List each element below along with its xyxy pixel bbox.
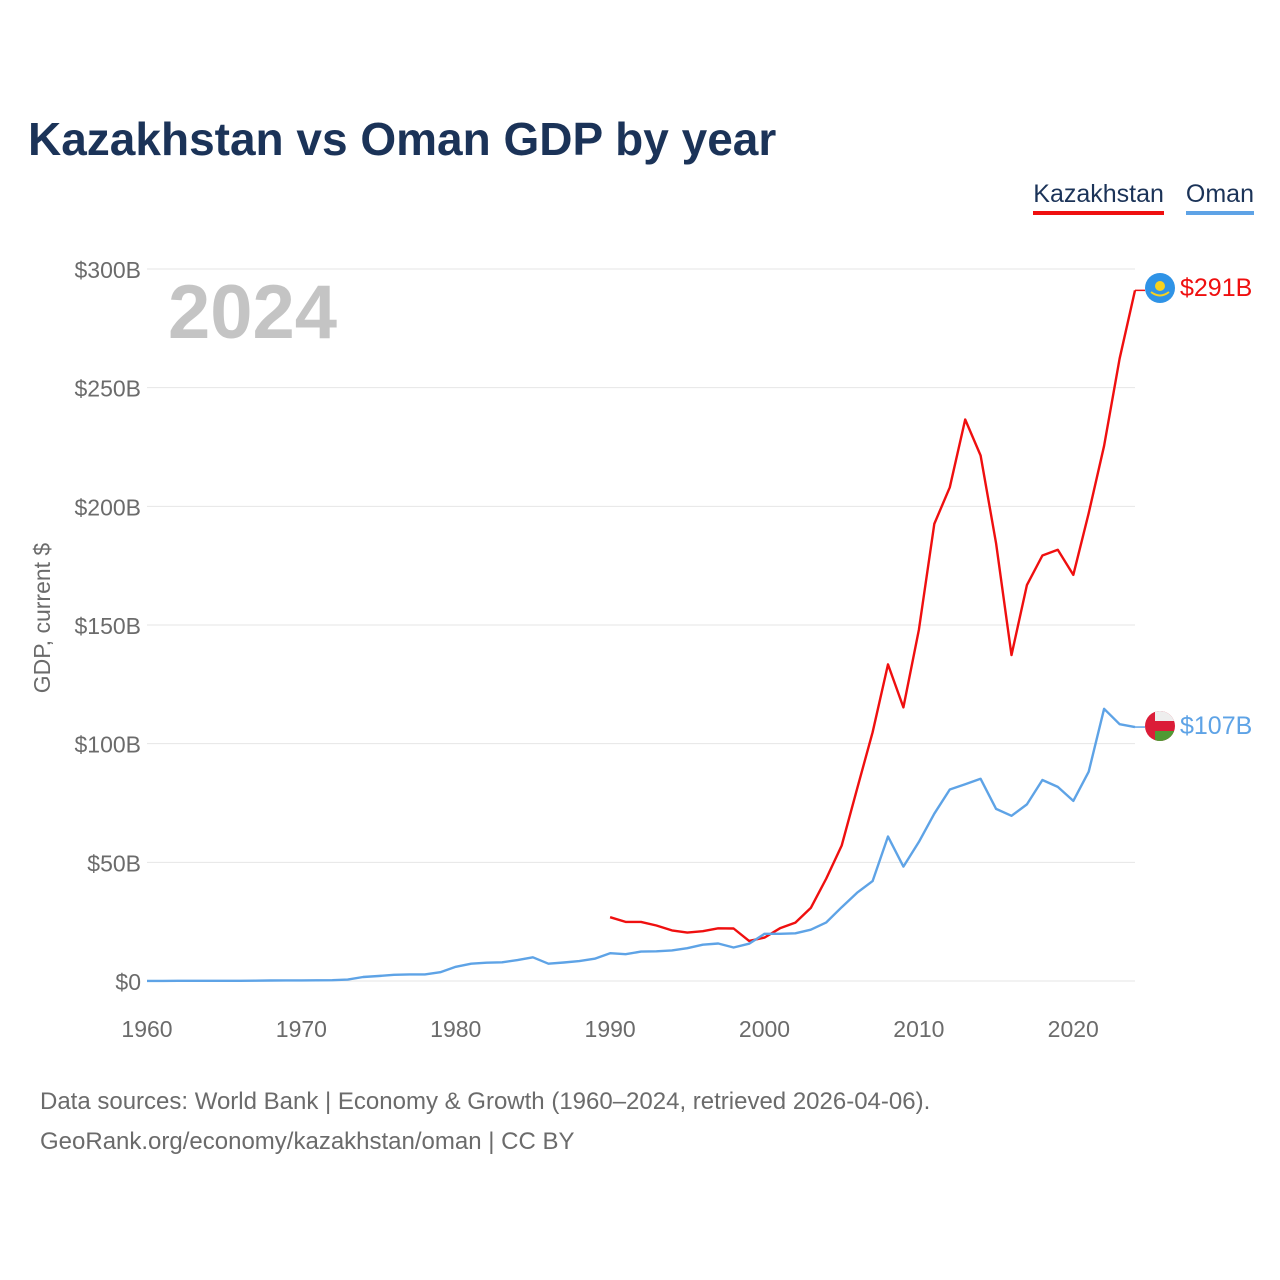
x-tick-label: 1980	[430, 1016, 481, 1042]
series-line-oman[interactable]	[147, 707, 1136, 983]
y-tick-label: $250B	[74, 376, 141, 402]
chart-title: Kazakhstan vs Oman GDP by year	[28, 113, 777, 165]
x-tick-label: 2020	[1048, 1016, 1099, 1042]
x-tick-label: 2000	[739, 1016, 790, 1042]
y-tick-label: $200B	[74, 494, 141, 520]
y-axis-ticks: $0 $50B $100B $150B $200B $250B $300B	[74, 257, 141, 995]
year-watermark: 2024	[168, 270, 337, 355]
legend-item-oman[interactable]: Oman	[1185, 180, 1254, 215]
oman-end-value: $107B	[1180, 712, 1252, 740]
y-tick-label: $100B	[74, 732, 141, 758]
gridlines	[147, 268, 1135, 982]
data-sources-text: Data sources: World Bank | Economy & Gro…	[40, 1088, 931, 1115]
kazakhstan-flag-icon	[1145, 273, 1175, 303]
legend-item-kazakhstan[interactable]: Kazakhstan	[1033, 180, 1164, 215]
x-tick-label: 1970	[276, 1016, 327, 1042]
x-tick-label: 2010	[893, 1016, 944, 1042]
y-tick-label: $0	[115, 969, 141, 995]
y-tick-label: $300B	[74, 257, 141, 283]
y-tick-label: $150B	[74, 613, 141, 639]
oman-flag-icon	[1145, 711, 1175, 741]
series-layer	[147, 289, 1145, 983]
x-tick-label: 1960	[121, 1016, 172, 1042]
x-axis-ticks: 1960 1970 1980 1990 2000 2010 2020	[121, 1016, 1098, 1042]
line-chart: $0 $50B $100B $150B $200B $250B $300B 1960 1970…	[29, 257, 1252, 1042]
source-link[interactable]: GeoRank.org/economy/kazakhstan/oman | CC…	[40, 1128, 575, 1155]
kazakhstan-end-value: $291B	[1180, 274, 1252, 302]
legend: Kazakhstan Oman	[1033, 180, 1254, 215]
series-line-kazakhstan[interactable]	[609, 290, 1137, 943]
y-tick-label: $50B	[87, 850, 141, 876]
footer: Data sources: World Bank | Economy & Gro…	[40, 1082, 930, 1162]
x-tick-label: 1990	[585, 1016, 636, 1042]
y-axis-label: GDP, current $	[29, 543, 55, 694]
